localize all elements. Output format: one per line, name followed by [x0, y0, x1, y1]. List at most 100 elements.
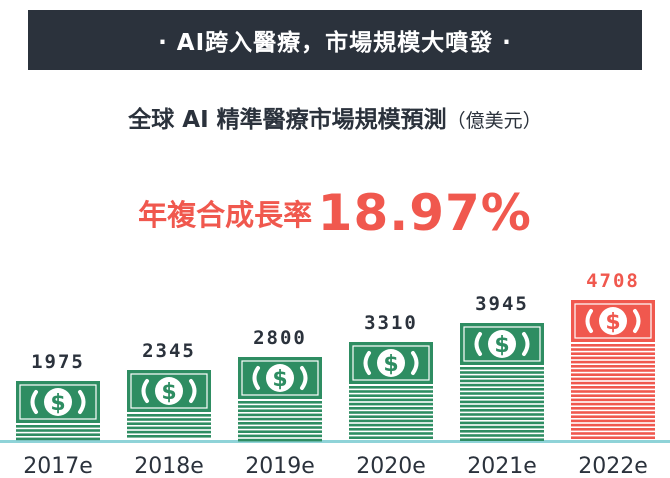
bill-stack-line: [571, 403, 655, 406]
bar-2017e: $: [16, 381, 100, 440]
svg-text:$: $: [272, 367, 287, 392]
bill-stack-line: [460, 426, 544, 429]
bill-stack-line: [571, 344, 655, 347]
bill-stack-line: [349, 424, 433, 427]
bill-stack-line: [460, 384, 544, 387]
bill-stack-line: [349, 394, 433, 397]
bill-stack-line: [571, 411, 655, 414]
bill-stack-line: [238, 439, 322, 442]
bill-stack-line: [349, 407, 433, 410]
bill-stack-line: [349, 420, 433, 423]
svg-text:$: $: [494, 333, 509, 358]
bill-stack-line: [571, 394, 655, 397]
tick-label-2019e: 2019e: [245, 454, 315, 478]
data-label-2020e: 3310: [364, 312, 418, 334]
bill-stack-line: [460, 380, 544, 383]
bill-stack-line: [349, 386, 433, 389]
bill-stack-line: [16, 425, 100, 428]
data-label-2019e: 2800: [253, 327, 307, 349]
bill-stack-line: [238, 405, 322, 408]
bill-stack-line: [571, 361, 655, 364]
bill-stack-line: [460, 392, 544, 395]
data-label-2021e: 3945: [475, 293, 529, 315]
bill-stack-line: [16, 429, 100, 432]
tick-label-2020e: 2020e: [356, 454, 426, 478]
bar-2021e: $: [460, 323, 544, 441]
bill-stack-line: [460, 375, 544, 378]
bill-stack-line: [127, 414, 211, 417]
tick-label-2022e: 2022e: [578, 454, 648, 478]
svg-text:$: $: [50, 391, 65, 416]
bill-stack-line: [238, 418, 322, 421]
bill-stack-line: [571, 357, 655, 360]
bill-stack-line: [127, 422, 211, 425]
bill-stack-line: [460, 367, 544, 370]
svg-text:$: $: [161, 380, 176, 405]
bill-stack-line: [349, 432, 433, 435]
bill-stack-line: [571, 348, 655, 351]
bill-stack-line: [349, 399, 433, 402]
tick-label-2018e: 2018e: [134, 454, 204, 478]
bill-stack-line: [571, 378, 655, 381]
bill-stack-line: [460, 388, 544, 391]
bill-stack-line: [238, 426, 322, 429]
data-label-2022e: 4708: [586, 270, 640, 292]
bill-stack-line: [349, 390, 433, 393]
svg-text:$: $: [383, 352, 398, 377]
bill-stack-line: [460, 371, 544, 374]
bill-stack-line: [460, 401, 544, 404]
bill-stack-line: [349, 403, 433, 406]
bill-stack-line: [127, 431, 211, 434]
bill-stack-line: [460, 438, 544, 441]
bill-stack-line: [127, 435, 211, 438]
svg-text:$: $: [605, 310, 620, 335]
bar-2020e: $: [349, 342, 433, 439]
bill-stack-line: [460, 405, 544, 408]
bill-stack-line: [571, 386, 655, 389]
bill-stack-line: [127, 427, 211, 430]
bill-stack-line: [349, 436, 433, 439]
bill-stack-line: [571, 436, 655, 439]
bill-stack-line: [571, 420, 655, 423]
bill-stack-line: [460, 396, 544, 399]
bill-stack-line: [238, 409, 322, 412]
bill-stack-line: [571, 352, 655, 355]
bar-2019e: $: [238, 357, 322, 441]
bill-stack-line: [571, 382, 655, 385]
bill-stack-line: [460, 409, 544, 412]
data-label-2017e: 1975: [31, 351, 85, 373]
bill-stack-line: [571, 390, 655, 393]
bill-stack-line: [571, 407, 655, 410]
bill-stack-line: [238, 435, 322, 438]
bar-2018e: $: [127, 370, 211, 438]
bill-stack-line: [460, 417, 544, 420]
bill-stack-line: [571, 365, 655, 368]
bill-stack-line: [127, 418, 211, 421]
bill-stack-line: [460, 422, 544, 425]
bill-stack-line: [16, 433, 100, 436]
bill-stack-line: [571, 373, 655, 376]
bill-stack-line: [349, 411, 433, 414]
bill-stack-line: [460, 430, 544, 433]
bar-2022e: $: [571, 300, 655, 439]
bill-stack-line: [460, 434, 544, 437]
bill-stack-line: [238, 414, 322, 417]
bill-stack-line: [238, 422, 322, 425]
bill-stack-line: [571, 399, 655, 402]
bill-stack-line: [349, 415, 433, 418]
bill-stack-line: [571, 424, 655, 427]
bill-stack-line: [16, 438, 100, 441]
data-label-2018e: 2345: [142, 340, 196, 362]
bill-stack-line: [349, 428, 433, 431]
bill-stack-line: [571, 369, 655, 372]
bill-stack-line: [238, 401, 322, 404]
bill-stack-line: [238, 430, 322, 433]
bill-stack-line: [460, 413, 544, 416]
tick-label-2017e: 2017e: [23, 454, 93, 478]
bill-stack-line: [571, 428, 655, 431]
tick-label-2021e: 2021e: [467, 454, 537, 478]
bill-stack-line: [571, 415, 655, 418]
x-axis-line: [0, 440, 670, 443]
bill-stack-line: [571, 432, 655, 435]
